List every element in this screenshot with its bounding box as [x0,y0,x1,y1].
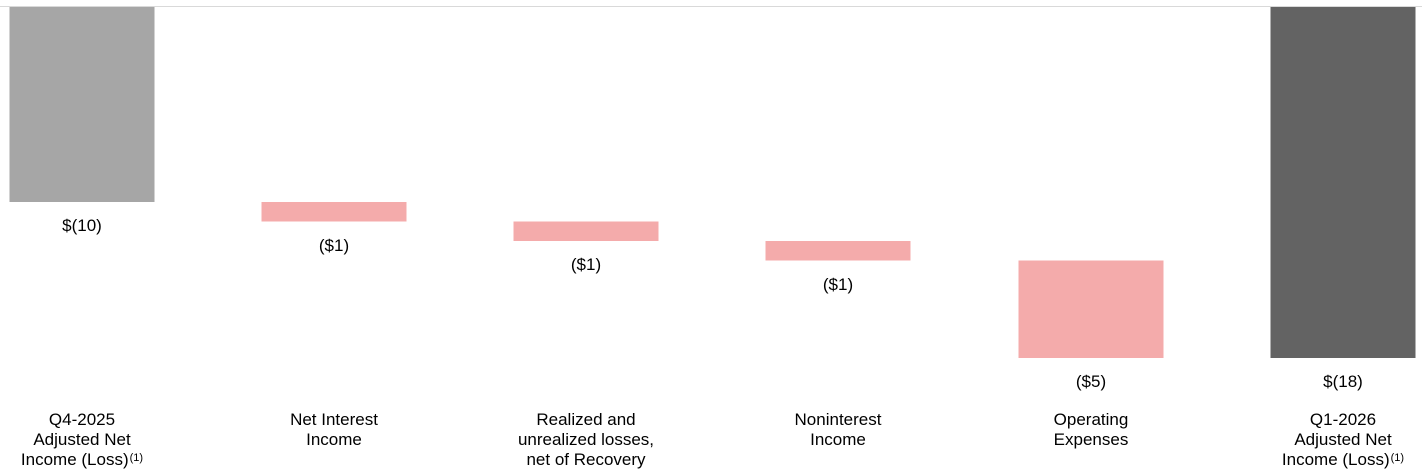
category-label-5: Operating Expenses [1053,410,1129,449]
bar-6 [1270,7,1416,358]
category-label-3: Realized and unrealized losses, net of Rec… [517,410,655,469]
value-label-2: ($1) [318,235,350,255]
value-label-4: ($1) [822,274,854,294]
value-label-3: ($1) [570,255,602,274]
category-label-6: Q1-2026 Adjusted Net Income (Loss)(1) [1281,410,1405,469]
bar-5 [1018,260,1164,358]
value-label-5: ($5) [1075,372,1107,391]
bar-3 [513,221,659,241]
footnote-mark: (1) [129,452,144,464]
bar-2 [261,202,407,222]
bar-1 [9,7,155,202]
value-label-6: $(18) [1323,372,1363,391]
footnote-mark: (1) [1390,452,1405,464]
top-rule [0,6,1422,7]
category-label-4: Noninterest Income [794,410,882,449]
value-label-1: $(10) [62,216,102,235]
bar-4 [765,241,911,261]
category-label-1: Q4-2025 Adjusted Net Income (Loss)(1) [20,410,144,469]
category-label-2: Net Interest Income [290,410,378,449]
